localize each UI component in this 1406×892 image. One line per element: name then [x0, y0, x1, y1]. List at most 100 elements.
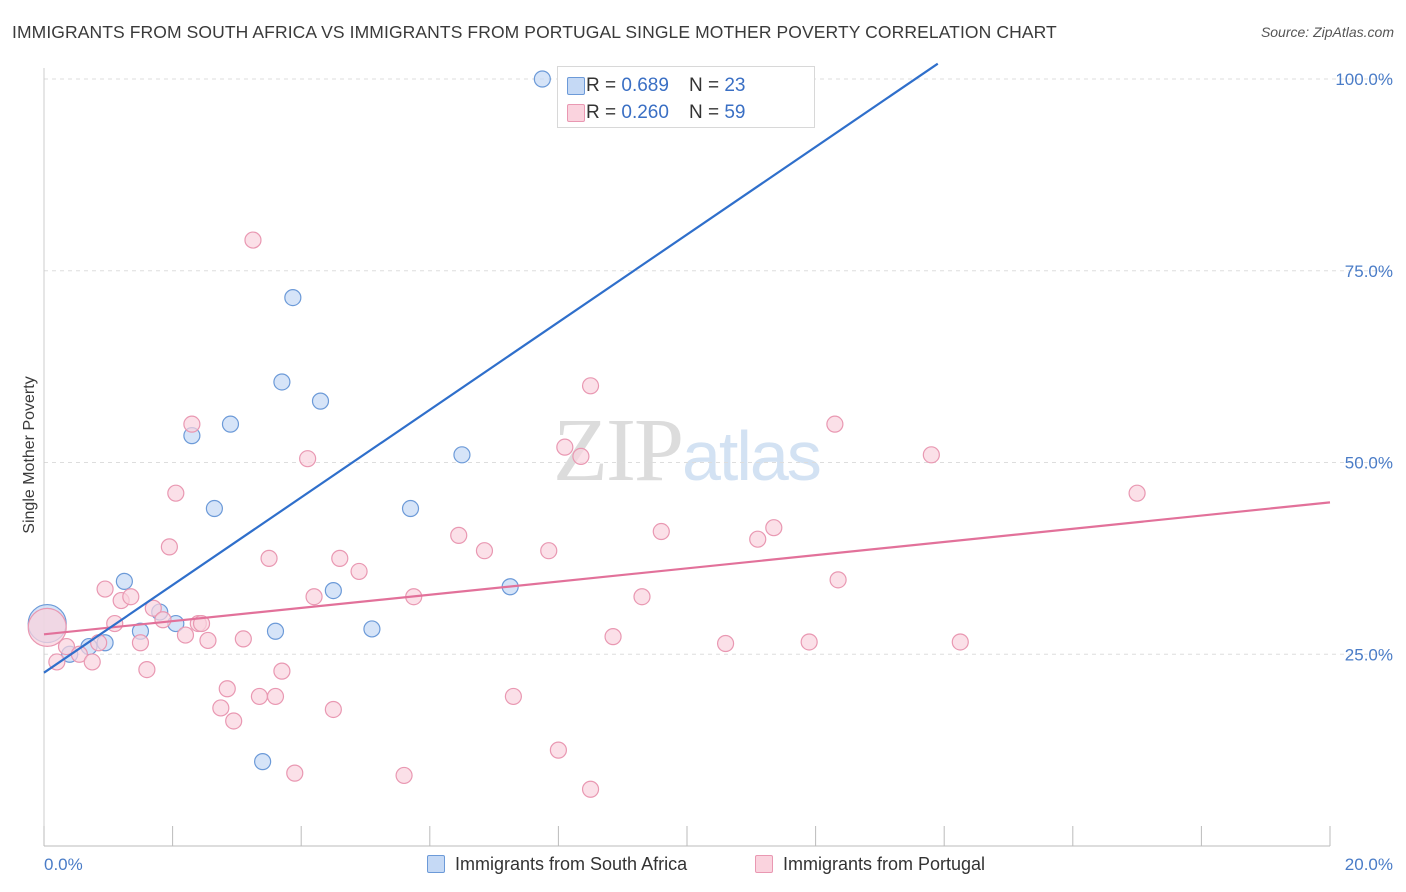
- south-africa-trend-line: [43, 62, 939, 674]
- portugal-point: [305, 588, 323, 606]
- portugal-point: [581, 780, 600, 798]
- portugal-point: [350, 562, 368, 581]
- south-africa-swatch: [567, 77, 585, 95]
- south-africa-point: [221, 415, 240, 433]
- portugal-point: [504, 687, 522, 706]
- portugal-point: [951, 633, 969, 651]
- x-tick-labels: 0.0% 20.0%: [44, 855, 1393, 874]
- portugal-point: [122, 588, 140, 606]
- south-africa-point: [311, 392, 330, 410]
- n-label: N =: [688, 102, 720, 123]
- y-tick-label: 75.0%: [1345, 262, 1393, 281]
- portugal-point: [225, 712, 243, 730]
- south-africa-point: [205, 499, 223, 518]
- portugal-point: [922, 446, 940, 464]
- series-legend-south-africa: Immigrants from South Africa: [427, 852, 687, 876]
- source-credit: Source: ZipAtlas.com: [1260, 24, 1394, 40]
- trend-lines: [43, 62, 1331, 674]
- portugal-point: [549, 741, 568, 759]
- portugal-point: [96, 580, 114, 598]
- portugal-point: [299, 450, 317, 468]
- chart-title: IMMIGRANTS FROM SOUTH AFRICA VS IMMIGRAN…: [12, 22, 1057, 42]
- portugal-point: [450, 526, 468, 544]
- portugal-legend-label: Immigrants from Portugal: [783, 853, 986, 874]
- portugal-point: [540, 542, 558, 560]
- grid-lines: [43, 68, 1393, 846]
- portugal-point: [1128, 484, 1146, 502]
- r-value: 0.260: [621, 102, 669, 123]
- portugal-point: [266, 687, 285, 706]
- y-tick-label: 50.0%: [1345, 454, 1393, 473]
- portugal-point: [250, 687, 269, 706]
- x-tick-label: 0.0%: [44, 855, 83, 874]
- portugal-trend-line: [43, 501, 1331, 636]
- portugal-point: [604, 628, 622, 646]
- south-africa-point: [115, 572, 133, 590]
- portugal-swatch: [567, 104, 585, 122]
- portugal-point: [652, 522, 670, 541]
- south-africa-point: [453, 446, 471, 464]
- portugal-point: [234, 630, 252, 648]
- portugal-point: [199, 631, 217, 650]
- portugal-point: [581, 377, 600, 395]
- correlation-legend: R = 0.689 N = 23 R = 0.260 N = 59: [557, 66, 815, 128]
- portugal-point: [475, 542, 494, 560]
- x-tick-label: 20.0%: [1345, 855, 1393, 874]
- portugal-point: [138, 660, 156, 679]
- r-label: R =: [586, 75, 617, 96]
- portugal-point: [749, 530, 767, 548]
- portugal-point: [331, 549, 349, 567]
- south-africa-point: [284, 288, 302, 307]
- portugal-point: [176, 626, 195, 644]
- watermark-atlas: atlas: [682, 417, 822, 495]
- portugal-point: [160, 538, 178, 556]
- portugal-point: [572, 447, 590, 465]
- legend-row-portugal: R = 0.260 N = 59: [567, 101, 746, 125]
- south-africa-legend-label: Immigrants from South Africa: [455, 853, 688, 874]
- portugal-point: [218, 680, 236, 698]
- r-label: R =: [586, 102, 617, 123]
- portugal-point: [826, 415, 844, 433]
- portugal-point: [765, 519, 783, 537]
- south-africa-point: [273, 373, 291, 391]
- portugal-point: [633, 588, 651, 606]
- portugal-point: [286, 764, 304, 782]
- portugal-point: [244, 231, 262, 249]
- portugal-legend-swatch: [755, 855, 773, 873]
- south-africa-legend-swatch: [427, 855, 445, 873]
- portugal-point: [131, 634, 150, 652]
- south-africa-point: [533, 70, 551, 88]
- portugal-point: [183, 415, 201, 433]
- portugal-point: [57, 637, 76, 656]
- south-africa-point: [266, 622, 285, 640]
- portugal-point: [144, 599, 162, 617]
- portugal-points: [27, 231, 1146, 798]
- y-tick-label: 100.0%: [1335, 70, 1393, 89]
- portugal-point: [556, 438, 574, 456]
- portugal-point: [83, 653, 101, 671]
- portugal-point: [395, 766, 413, 785]
- south-africa-point: [363, 620, 381, 638]
- portugal-point: [27, 607, 67, 648]
- r-value: 0.689: [621, 75, 669, 96]
- series-legend-portugal: Immigrants from Portugal: [755, 852, 985, 876]
- south-africa-point: [401, 499, 420, 518]
- legend-row-south-africa: R = 0.689 N = 23: [567, 74, 746, 98]
- portugal-point: [800, 633, 818, 651]
- portugal-point: [260, 549, 278, 567]
- south-africa-point: [324, 581, 342, 600]
- y-tick-labels: 25.0% 50.0% 75.0% 100.0%: [1335, 70, 1393, 664]
- portugal-point: [90, 634, 108, 652]
- portugal-point: [324, 700, 342, 719]
- x-axis: [43, 826, 1331, 847]
- portugal-point: [167, 484, 185, 502]
- n-value: 23: [724, 75, 746, 96]
- portugal-point: [273, 662, 291, 680]
- portugal-point: [212, 699, 230, 717]
- portugal-point: [829, 571, 847, 589]
- n-value: 59: [724, 102, 746, 123]
- portugal-point: [154, 611, 172, 629]
- n-label: N =: [688, 75, 720, 96]
- portugal-point: [716, 634, 735, 653]
